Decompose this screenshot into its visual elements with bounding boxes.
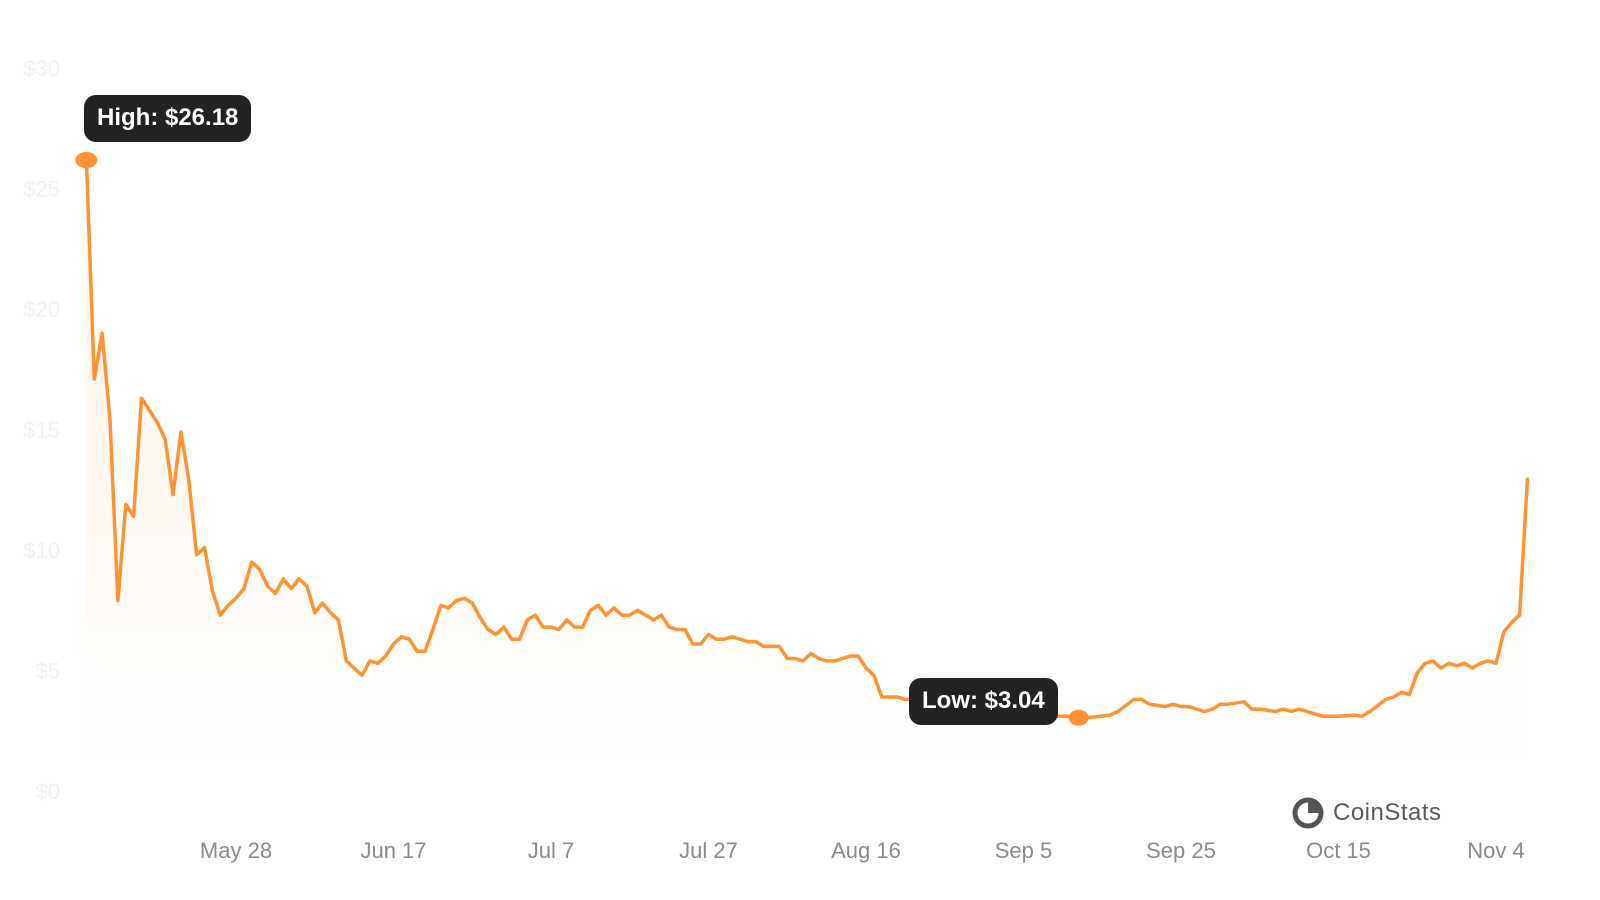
x-tick-label: Sep 5	[995, 838, 1053, 863]
coinstats-logo-icon	[1292, 797, 1324, 829]
y-tick-label: $10	[23, 538, 60, 563]
x-tick-label: Jun 17	[360, 838, 426, 863]
x-tick-label: Sep 25	[1146, 838, 1216, 863]
high-point-marker	[75, 152, 98, 169]
y-tick-label: $15	[23, 418, 60, 443]
low-price-tooltip: Low: $3.04	[909, 678, 1058, 725]
x-tick-label: Aug 16	[831, 838, 901, 863]
low-point-marker	[1068, 709, 1089, 726]
y-tick-label: $20	[23, 297, 60, 322]
y-tick-label: $0	[36, 779, 60, 804]
coinstats-logo-text: CoinStats	[1333, 799, 1442, 826]
x-tick-label: Jul 7	[528, 838, 574, 863]
x-tick-label: Jul 27	[679, 838, 738, 863]
y-tick-label: $5	[36, 659, 60, 684]
x-tick-label: May 28	[200, 838, 272, 863]
y-tick-label: $30	[23, 56, 60, 81]
price-line	[84, 160, 1530, 720]
price-area-fill	[86, 160, 1528, 771]
high-price-tooltip: High: $26.18	[84, 95, 252, 142]
y-tick-label: $25	[23, 177, 60, 202]
x-tick-label: Nov 4	[1467, 838, 1524, 863]
coinstats-logo: CoinStats	[1291, 797, 1442, 829]
x-tick-label: Oct 15	[1306, 838, 1371, 863]
